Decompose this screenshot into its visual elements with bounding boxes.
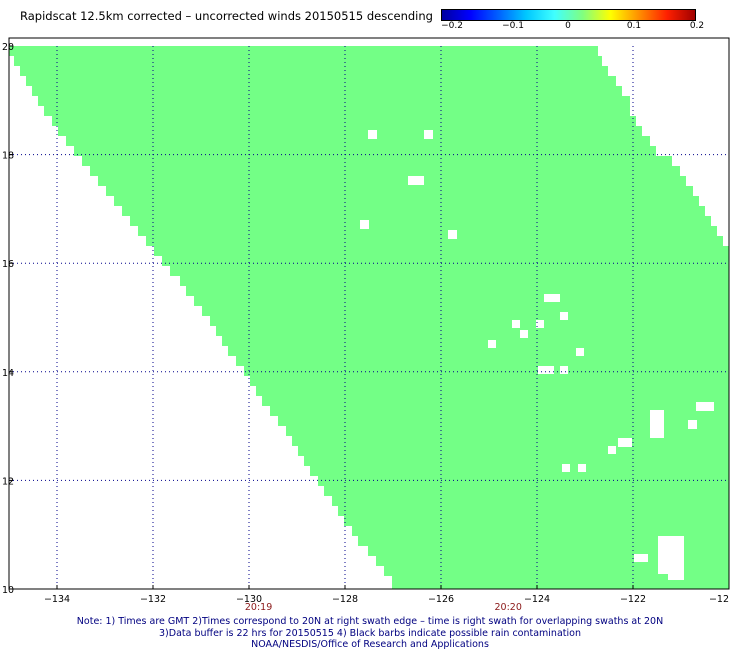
x-tick-label: −12	[709, 594, 729, 605]
lat-lon-grid	[9, 46, 729, 589]
x-tick-label: −124	[524, 594, 550, 605]
note-line-3: NOAA/NESDIS/Office of Research and Appli…	[251, 639, 489, 650]
swath-time-label: 20:20	[495, 602, 522, 613]
axis-labels: −134 −132 −130 −128 −126 −124 −122 −12 10 12 14 16 1…	[2, 42, 729, 613]
missing-cell	[578, 464, 586, 472]
missing-cell	[360, 220, 369, 229]
colorbar-label-neg02: −0.2	[441, 21, 463, 31]
colorbar-label-zero: 0	[565, 21, 571, 31]
note-line-1: Note: 1) Times are GMT 2)Times correspon…	[76, 616, 664, 627]
y-tick-label: 10	[2, 585, 14, 596]
swath-time-label: 20:19	[245, 602, 272, 613]
missing-cell	[688, 420, 697, 429]
colorbar	[441, 9, 696, 21]
colorbar-label-pos01: 0.1	[626, 21, 642, 31]
wind-swath	[9, 46, 729, 589]
x-tick-label: −126	[428, 594, 454, 605]
x-tick-label: −122	[620, 594, 646, 605]
missing-cell	[608, 446, 616, 454]
missing-cell	[696, 402, 714, 411]
note-line-2: 3)Data buffer is 22 hrs for 20150515 4) …	[159, 627, 581, 639]
x-tick-label: −134	[44, 594, 70, 605]
plot-frame	[8, 37, 730, 590]
missing-cell	[368, 130, 377, 139]
colorbar-label-pos02: 0.2	[689, 21, 705, 31]
missing-cell	[448, 230, 457, 239]
y-tick-label: 16	[2, 259, 14, 270]
x-tick-label: −130	[236, 594, 262, 605]
missing-cell	[538, 366, 554, 374]
missing-cell	[560, 366, 568, 374]
missing-cell	[408, 176, 424, 185]
missing-cell	[520, 330, 528, 338]
footnotes: Note: 1) Times are GMT 2)Times correspon…	[0, 616, 740, 651]
missing-cell	[618, 438, 632, 447]
chart-title: Rapidscat 12.5km corrected – uncorrected…	[20, 9, 433, 23]
missing-cell	[544, 294, 560, 302]
y-tick-label: 14	[2, 368, 14, 379]
x-tick-label: −132	[140, 594, 166, 605]
missing-cell	[634, 554, 648, 562]
missing-cell	[512, 320, 520, 328]
colorbar-label-neg01: −0.1	[502, 21, 524, 31]
missing-cell	[650, 410, 664, 438]
missing-cell	[488, 340, 496, 348]
missing-cell	[562, 464, 570, 472]
y-tick-label: 20	[2, 42, 14, 53]
x-tick-label: −128	[332, 594, 358, 605]
missing-cell	[424, 130, 433, 139]
missing-cell	[560, 312, 568, 320]
missing-cell	[668, 536, 684, 580]
missing-cell	[536, 320, 544, 328]
missing-data-cells	[360, 130, 714, 580]
y-tick-label: 12	[2, 476, 14, 487]
swath-area	[9, 46, 729, 589]
missing-cell	[576, 348, 584, 356]
y-tick-label: 18	[2, 151, 14, 162]
